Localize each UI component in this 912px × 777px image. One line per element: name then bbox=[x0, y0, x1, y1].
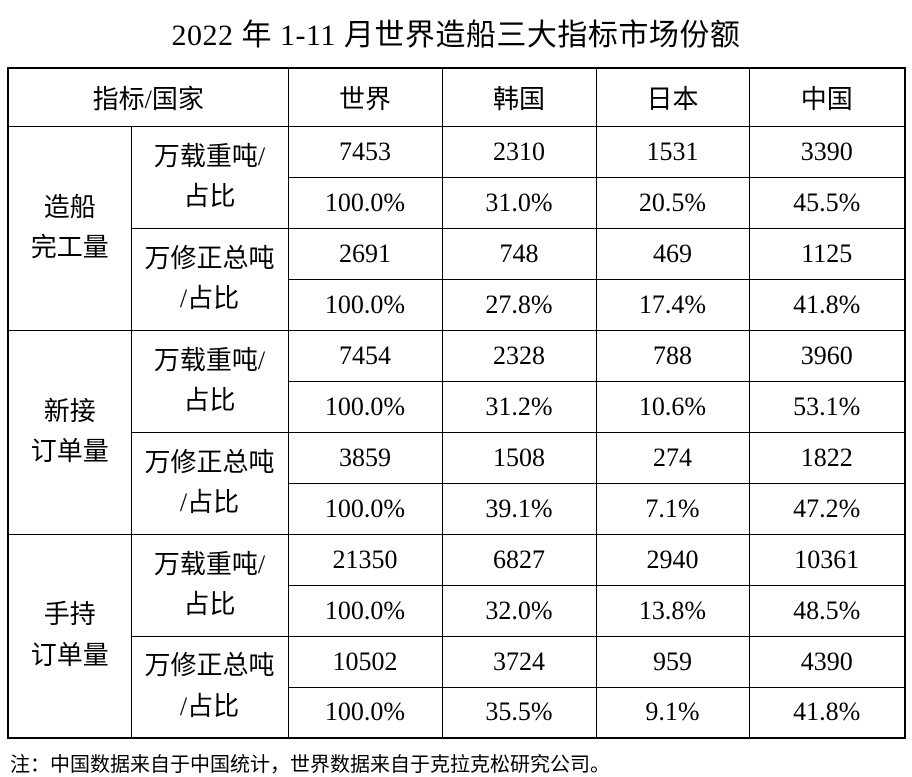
data-cell: 35.5% bbox=[441, 686, 597, 739]
data-cell: 27.8% bbox=[441, 278, 597, 331]
data-cell: 1531 bbox=[595, 125, 750, 178]
data-cell: 3390 bbox=[748, 125, 906, 178]
table-row: 万修正总吨 /占比 2691 748 469 1125 bbox=[8, 227, 906, 331]
data-cell: 10.6% bbox=[595, 380, 750, 433]
table-row: 手持 订单量 万载重吨/ 占比 21350 6827 2940 10361 bbox=[7, 533, 906, 739]
market-share-table: 指标/国家 世界 韩国 日本 中国 造船 完工量 万载重吨/ 占比 7453 2… bbox=[7, 67, 907, 739]
data-cell: 6827 bbox=[441, 533, 597, 586]
data-cell: 100.0% bbox=[287, 278, 443, 331]
table-row: 新接 订单量 万载重吨/ 占比 7454 2328 788 3960 bbox=[7, 329, 906, 535]
data-cell: 10502 bbox=[287, 635, 443, 688]
data-cell: 9.1% bbox=[595, 686, 750, 739]
table-row: 万修正总吨 /占比 10502 3724 959 4390 bbox=[8, 635, 906, 739]
table-row: 100.0% 32.0% 13.8% 48.5% bbox=[8, 584, 906, 637]
table-row: 万修正总吨 /占比 3859 1508 274 1822 bbox=[8, 431, 906, 535]
data-cell: 7.1% bbox=[595, 482, 750, 535]
data-cell: 4390 bbox=[748, 635, 906, 688]
data-cell: 2310 bbox=[441, 125, 597, 178]
data-cell: 45.5% bbox=[748, 176, 906, 229]
header-col-korea: 韩国 bbox=[441, 67, 597, 127]
data-cell: 21350 bbox=[287, 533, 443, 586]
metric-label-cgt: 万修正总吨 /占比 bbox=[130, 635, 289, 739]
group-label-completions: 造船 完工量 bbox=[7, 125, 132, 331]
data-cell: 469 bbox=[595, 227, 750, 280]
header-col-world: 世界 bbox=[287, 67, 443, 127]
header-col-japan: 日本 bbox=[595, 67, 750, 127]
data-cell: 7454 bbox=[287, 329, 443, 382]
data-cell: 2691 bbox=[287, 227, 443, 280]
data-cell: 748 bbox=[441, 227, 597, 280]
data-cell: 20.5% bbox=[595, 176, 750, 229]
header-col-china: 中国 bbox=[748, 67, 906, 127]
group-label-order-backlog: 手持 订单量 bbox=[7, 533, 132, 739]
data-cell: 788 bbox=[595, 329, 750, 382]
page-title: 2022 年 1-11 月世界造船三大指标市场份额 bbox=[171, 19, 741, 52]
data-cell: 39.1% bbox=[441, 482, 597, 535]
source-note: 注：中国数据来自于中国统计，世界数据来自于克拉克松研究公司。 bbox=[10, 754, 610, 776]
data-cell: 7453 bbox=[287, 125, 443, 178]
metric-label-cgt: 万修正总吨 /占比 bbox=[130, 431, 289, 535]
metric-label-dwt: 万载重吨/ 占比 bbox=[130, 125, 289, 229]
data-cell: 100.0% bbox=[287, 380, 443, 433]
data-cell: 100.0% bbox=[287, 584, 443, 637]
data-cell: 274 bbox=[595, 431, 750, 484]
header-corner-cell: 指标/国家 bbox=[7, 67, 289, 127]
data-cell: 31.2% bbox=[441, 380, 597, 433]
header-row: 指标/国家 世界 韩国 日本 中国 bbox=[7, 67, 906, 127]
data-cell: 100.0% bbox=[287, 176, 443, 229]
data-cell: 3960 bbox=[748, 329, 906, 382]
metric-label-dwt: 万载重吨/ 占比 bbox=[130, 329, 289, 433]
data-cell: 2940 bbox=[595, 533, 750, 586]
data-cell: 41.8% bbox=[748, 686, 906, 739]
data-cell: 1125 bbox=[748, 227, 906, 280]
data-cell: 47.2% bbox=[748, 482, 906, 535]
data-cell: 13.8% bbox=[595, 584, 750, 637]
data-cell: 48.5% bbox=[748, 584, 906, 637]
table-row: 100.0% 35.5% 9.1% 41.8% bbox=[8, 686, 906, 739]
data-cell: 100.0% bbox=[287, 482, 443, 535]
data-cell: 41.8% bbox=[748, 278, 906, 331]
data-cell: 17.4% bbox=[595, 278, 750, 331]
data-cell: 31.0% bbox=[441, 176, 597, 229]
data-cell: 53.1% bbox=[748, 380, 906, 433]
data-cell: 32.0% bbox=[441, 584, 597, 637]
data-cell: 3724 bbox=[441, 635, 597, 688]
data-cell: 2328 bbox=[441, 329, 597, 382]
table-row: 100.0% 31.2% 10.6% 53.1% bbox=[8, 380, 906, 433]
group-label-new-orders: 新接 订单量 bbox=[7, 329, 132, 535]
data-cell: 1508 bbox=[441, 431, 597, 484]
table-row: 造船 完工量 万载重吨/ 占比 7453 2310 1531 3390 bbox=[7, 125, 906, 331]
metric-label-dwt: 万载重吨/ 占比 bbox=[130, 533, 289, 637]
data-cell: 10361 bbox=[748, 533, 906, 586]
metric-label-cgt: 万修正总吨 /占比 bbox=[130, 227, 289, 331]
data-cell: 1822 bbox=[748, 431, 906, 484]
data-cell: 3859 bbox=[287, 431, 443, 484]
data-cell: 959 bbox=[595, 635, 750, 688]
data-cell: 100.0% bbox=[287, 686, 443, 739]
table-row: 100.0% 39.1% 7.1% 47.2% bbox=[8, 482, 906, 535]
